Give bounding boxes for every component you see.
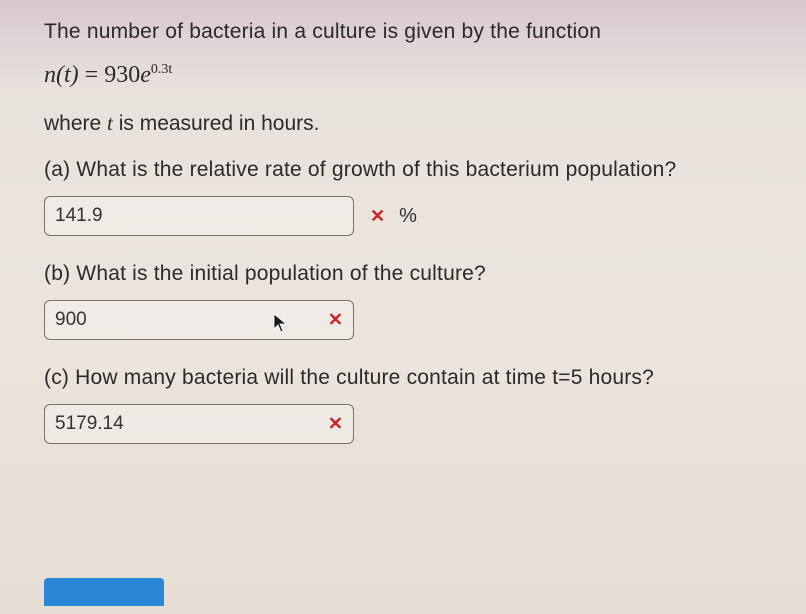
answer-input-c[interactable]: 5179.14 ✕ [44, 404, 354, 444]
incorrect-icon: ✕ [370, 206, 385, 227]
where-suffix: is measured in hours. [113, 112, 320, 135]
unit-a: % [399, 205, 417, 228]
question-b: (b) What is the initial population of th… [44, 262, 778, 286]
incorrect-icon: ✕ [328, 310, 343, 331]
cursor-icon [273, 313, 289, 335]
equation: n(t) = 930e0.3t [44, 62, 778, 89]
submit-button[interactable] [44, 578, 164, 606]
equation-func: n [44, 62, 56, 88]
equation-coeff: 930 [104, 62, 140, 88]
equation-arg: t [64, 62, 71, 88]
question-c: (c) How many bacteria will the culture c… [44, 366, 778, 390]
answer-row-a: 141.9 ✕ % [44, 196, 778, 236]
answer-value-c: 5179.14 [55, 413, 124, 435]
answer-row-b: 900 ✕ [44, 300, 778, 340]
answer-row-c: 5179.14 ✕ [44, 404, 778, 444]
equation-base: e [140, 62, 151, 88]
answer-value-a: 141.9 [55, 205, 103, 227]
question-a: (a) What is the relative rate of growth … [44, 158, 778, 182]
incorrect-icon: ✕ [328, 414, 343, 435]
answer-input-b[interactable]: 900 ✕ [44, 300, 354, 340]
equation-exponent: 0.3t [151, 62, 172, 77]
where-prefix: where [44, 112, 107, 135]
answer-input-a[interactable]: 141.9 [44, 196, 354, 236]
where-clause: where t is measured in hours. [44, 111, 778, 136]
answer-value-b: 900 [55, 309, 87, 331]
problem-intro: The number of bacteria in a culture is g… [44, 20, 778, 44]
